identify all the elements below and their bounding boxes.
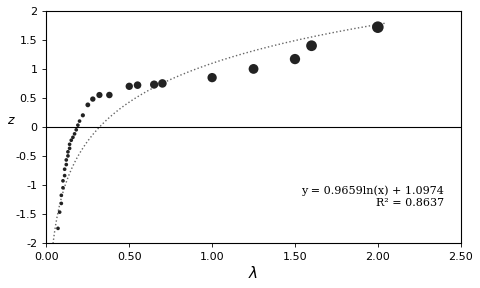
Point	[66, 142, 73, 147]
Point	[58, 201, 65, 206]
Point	[61, 167, 69, 172]
Point	[69, 135, 77, 140]
Point	[71, 132, 78, 136]
Point	[89, 97, 96, 101]
Point	[64, 154, 72, 158]
Point	[54, 226, 62, 231]
Point	[64, 149, 72, 154]
Point	[74, 123, 82, 128]
Point	[150, 82, 158, 87]
Point	[291, 57, 299, 61]
Point	[250, 67, 257, 71]
Point	[59, 185, 67, 190]
Point	[66, 146, 73, 151]
Point	[58, 193, 65, 198]
Point	[62, 158, 70, 162]
Point	[308, 43, 315, 48]
Point	[106, 93, 113, 97]
Point	[61, 173, 69, 178]
Point	[72, 128, 80, 132]
Point	[84, 103, 92, 107]
Point	[62, 162, 70, 167]
Point	[96, 93, 103, 97]
Y-axis label: z: z	[7, 114, 13, 127]
Point	[208, 75, 216, 80]
Point	[158, 81, 166, 86]
X-axis label: λ: λ	[249, 266, 258, 281]
Point	[76, 119, 84, 124]
Point	[125, 84, 133, 89]
Point	[59, 179, 67, 183]
Point	[79, 113, 87, 118]
Text: y = 0.9659ln(x) + 1.0974
R² = 0.8637: y = 0.9659ln(x) + 1.0974 R² = 0.8637	[301, 186, 444, 208]
Point	[56, 210, 63, 215]
Point	[67, 138, 75, 143]
Point	[134, 83, 142, 88]
Point	[374, 25, 382, 29]
